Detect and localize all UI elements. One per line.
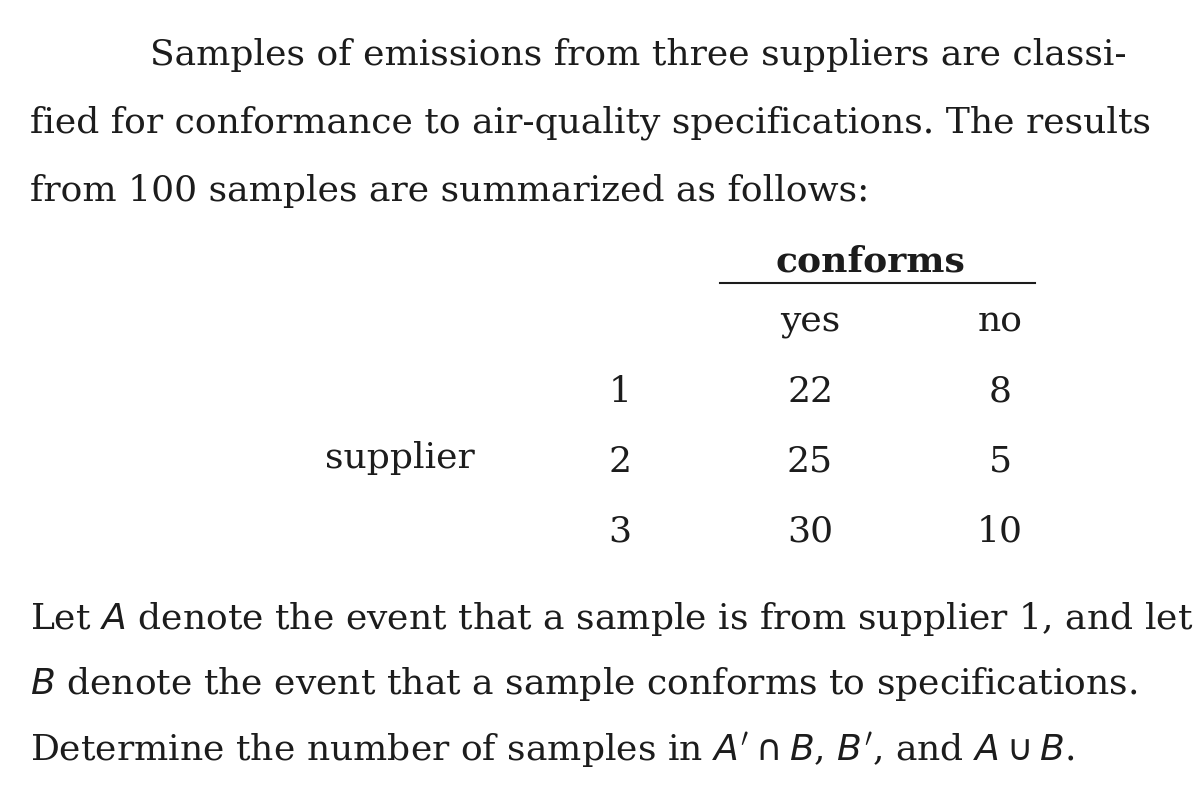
Text: fied for conformance to air-quality specifications. The results: fied for conformance to air-quality spec… (30, 106, 1151, 141)
Text: supplier: supplier (325, 441, 475, 475)
Text: conforms: conforms (775, 245, 965, 279)
Text: 8: 8 (989, 375, 1012, 409)
Text: 10: 10 (977, 515, 1022, 549)
Text: Let $A$ denote the event that a sample is from supplier 1, and let: Let $A$ denote the event that a sample i… (30, 600, 1193, 638)
Text: 1: 1 (608, 375, 631, 409)
Text: 22: 22 (787, 375, 833, 409)
Text: 25: 25 (787, 445, 833, 479)
Text: Determine the number of samples in $A'\cap B$, $B'$, and $A\cup B$.: Determine the number of samples in $A'\c… (30, 730, 1074, 769)
Text: 5: 5 (989, 445, 1012, 479)
Text: 3: 3 (608, 515, 631, 549)
Text: from 100 samples are summarized as follows:: from 100 samples are summarized as follo… (30, 174, 869, 208)
Text: yes: yes (780, 305, 840, 339)
Text: no: no (978, 305, 1022, 339)
Text: 30: 30 (787, 515, 833, 549)
Text: 2: 2 (608, 445, 631, 479)
Text: Samples of emissions from three suppliers are classi-: Samples of emissions from three supplier… (150, 38, 1127, 72)
Text: $B$ denote the event that a sample conforms to specifications.: $B$ denote the event that a sample confo… (30, 665, 1138, 703)
